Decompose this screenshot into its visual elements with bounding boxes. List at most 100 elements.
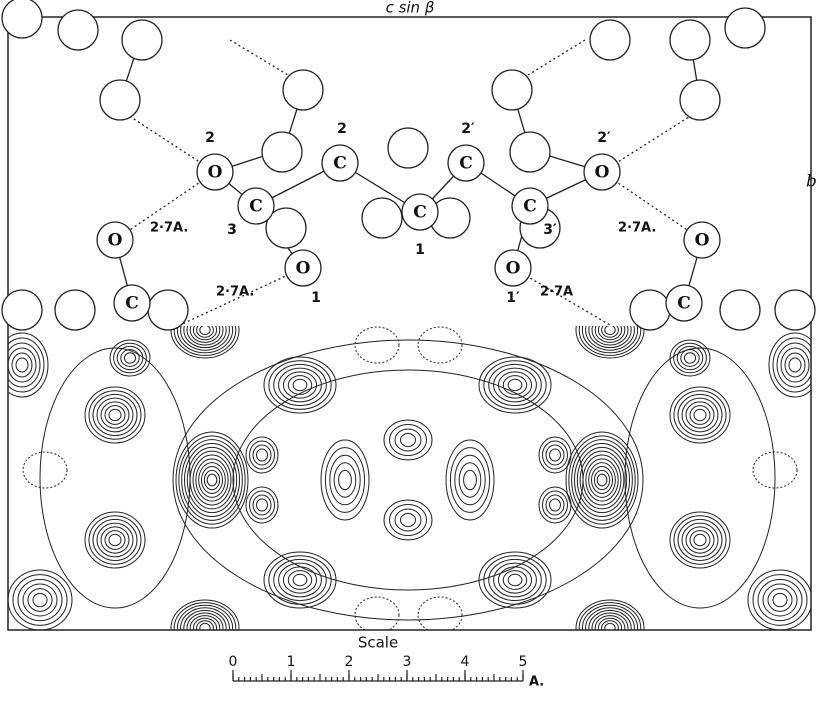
contour <box>773 593 787 606</box>
contour <box>586 608 635 648</box>
contour <box>321 440 369 520</box>
contour <box>684 353 695 363</box>
atom-label: C <box>677 294 691 314</box>
contour <box>0 338 44 392</box>
contour <box>190 616 220 641</box>
atom-number: 2 <box>205 130 215 146</box>
contour <box>293 574 307 585</box>
contour <box>768 589 792 612</box>
contour <box>12 353 32 377</box>
contour <box>207 474 217 486</box>
contour <box>85 512 145 568</box>
contour <box>264 357 336 413</box>
contour <box>576 600 644 656</box>
atom-label: C <box>249 197 263 217</box>
hydrogen-bond <box>230 40 288 75</box>
atom <box>590 20 630 60</box>
contour <box>179 436 245 524</box>
contour <box>85 387 145 443</box>
atom <box>725 8 765 48</box>
contour <box>592 315 628 345</box>
contour <box>204 470 219 489</box>
atom-number: 2′ <box>597 130 611 146</box>
contour <box>789 358 801 372</box>
contour-dotted <box>355 327 399 363</box>
contour <box>550 499 561 511</box>
contour-map <box>0 302 821 656</box>
contour <box>546 445 564 465</box>
contour <box>550 449 561 461</box>
scale-tick-label: 3 <box>403 654 412 670</box>
contour <box>246 437 278 473</box>
atom <box>55 290 95 330</box>
contour <box>546 495 564 515</box>
contour <box>339 470 352 489</box>
contour <box>580 451 624 509</box>
contour <box>181 310 230 350</box>
atom <box>262 132 302 172</box>
atom <box>122 20 162 60</box>
contour <box>539 437 571 473</box>
contour <box>93 394 137 435</box>
contour-dotted <box>23 452 67 488</box>
contour <box>4 343 40 387</box>
contour <box>105 406 125 425</box>
atom <box>100 80 140 120</box>
contour <box>187 613 223 643</box>
atom <box>2 290 42 330</box>
contour <box>605 623 615 632</box>
atom-label: C <box>459 154 473 174</box>
contour <box>109 534 121 545</box>
figure: OCCCCCOOOOOCC23212′3′2′11′2·7A.2·7A.2·7A… <box>0 0 821 716</box>
contour <box>200 623 210 632</box>
contour <box>678 519 722 560</box>
atom-number: 3′ <box>543 222 557 238</box>
contour <box>18 579 62 620</box>
atom-label: O <box>108 231 123 251</box>
contour <box>177 605 232 651</box>
distance-label: 2·7A. <box>216 285 254 300</box>
contour <box>395 509 421 531</box>
atom <box>720 290 760 330</box>
atom <box>670 20 710 60</box>
contour <box>246 487 278 523</box>
contour <box>288 571 311 590</box>
contour <box>586 310 635 350</box>
contour <box>690 406 710 425</box>
contour <box>121 350 139 367</box>
atom <box>630 290 670 330</box>
contour <box>253 445 271 465</box>
contour-dotted <box>355 597 399 633</box>
atom <box>283 70 323 110</box>
scale-tick-label: 4 <box>461 654 470 670</box>
atom-number: 2 <box>337 121 347 137</box>
atom <box>58 10 98 50</box>
contour <box>450 448 489 513</box>
contour <box>279 563 322 597</box>
contour <box>539 487 571 523</box>
axis-label: c sin β <box>386 0 435 17</box>
contour <box>124 353 135 363</box>
contour <box>200 325 210 334</box>
contour <box>753 575 807 626</box>
contour <box>670 512 730 568</box>
atom-number: 1′ <box>506 290 520 306</box>
contour <box>446 440 494 520</box>
contour <box>173 340 643 620</box>
scale-title: Scale <box>358 634 398 652</box>
atom-label: O <box>595 163 610 183</box>
contour <box>190 318 220 343</box>
contour <box>190 451 234 509</box>
contour <box>401 514 416 527</box>
contour <box>494 563 537 597</box>
atom-label: C <box>413 203 427 223</box>
atoms: OCCCCCOOOOOCC23212′3′2′11′2·7A.2·7A.2·7A… <box>2 0 815 330</box>
contour <box>479 357 551 413</box>
contour <box>670 340 710 376</box>
contour <box>33 593 47 606</box>
contour <box>293 379 307 390</box>
contour <box>288 376 311 395</box>
distance-label: 2·7A. <box>618 221 656 236</box>
contour <box>401 434 416 447</box>
contour <box>508 574 522 585</box>
